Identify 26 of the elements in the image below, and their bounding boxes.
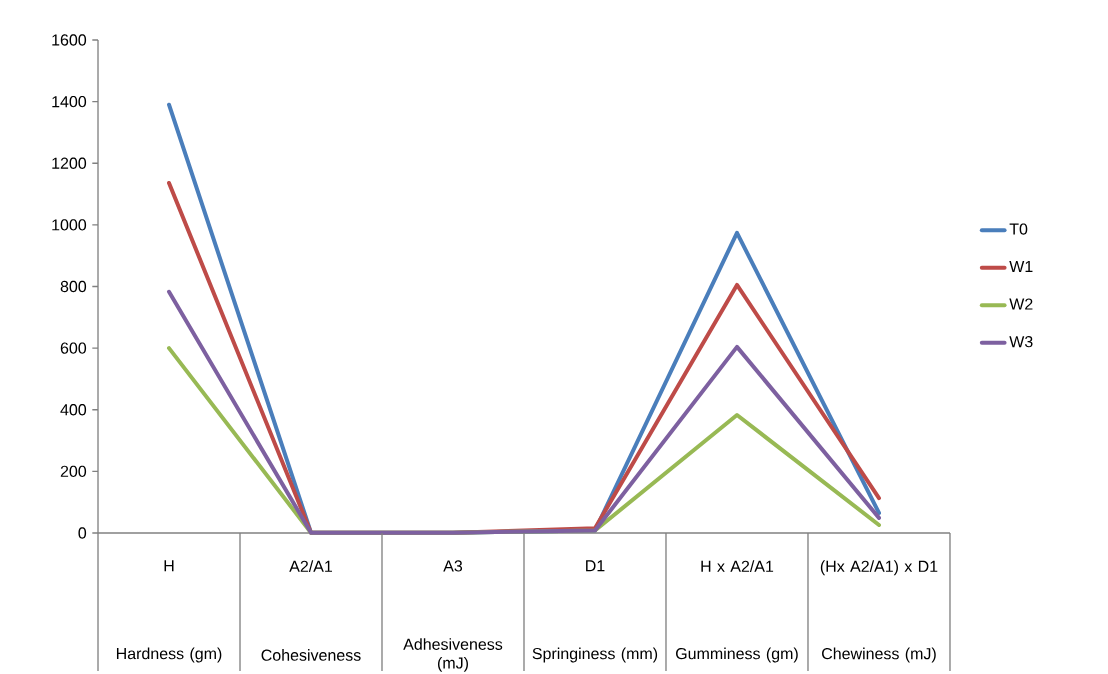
- y-tick-label: 1400: [52, 95, 87, 108]
- legend-label: T0: [1009, 223, 1028, 235]
- legend-label: W2: [1009, 298, 1033, 310]
- line-series: [167, 289, 881, 535]
- y-tick-label: 0: [78, 527, 87, 539]
- y-tick-label: 800: [60, 280, 87, 293]
- text: Adhesiveness (mJ): [403, 638, 503, 672]
- y-tick-label: 1000: [52, 219, 87, 231]
- x-tick-label: A3: [443, 560, 463, 572]
- text: Springiness (mm): [532, 647, 658, 663]
- y-tick-label: 400: [60, 404, 87, 416]
- legend-label: W3: [1009, 335, 1033, 348]
- text: Hardness (gm): [116, 647, 222, 663]
- x-tick-label: H: [164, 560, 174, 572]
- x-tick-label: D1: [586, 560, 605, 572]
- text: Gumminess (gm): [676, 647, 798, 663]
- text: Cohesiveness: [261, 649, 361, 661]
- x-tick-label: (Hx A2/A1) x D1: [820, 560, 938, 576]
- y-tick-label: 600: [60, 342, 87, 354]
- x-tick-label: A2/A1: [289, 560, 333, 573]
- text: Chewiness (mJ): [822, 647, 936, 663]
- y-tick-label: 1200: [52, 157, 87, 169]
- y-tick-label: 1600: [52, 34, 87, 46]
- legend-label: W1: [1009, 261, 1033, 273]
- y-tick-label: 200: [60, 465, 87, 478]
- x-tick-label: H x A2/A1: [701, 560, 774, 573]
